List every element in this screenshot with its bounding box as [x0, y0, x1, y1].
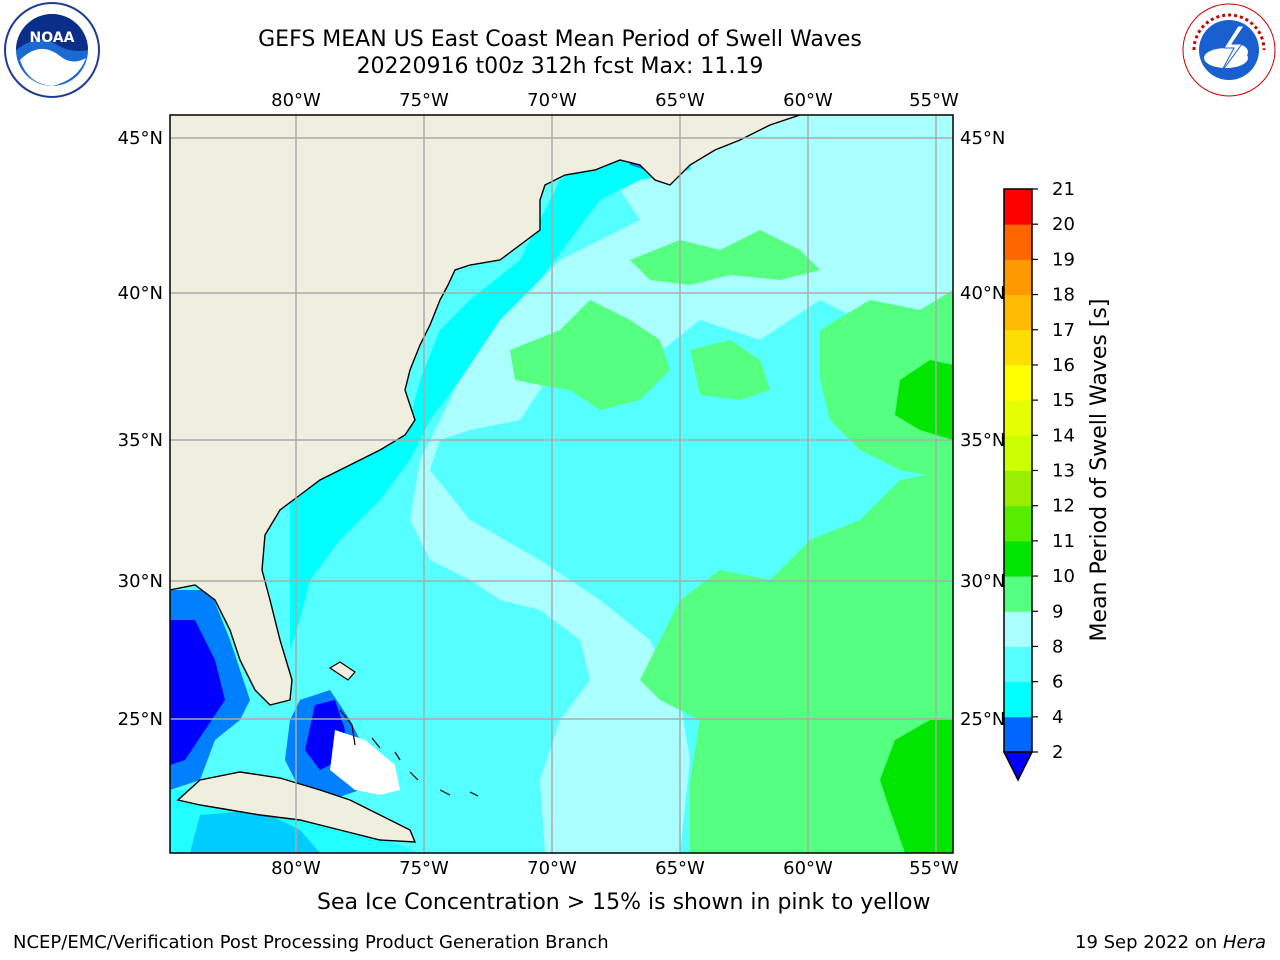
- swell-10-11-zone-east: [895, 360, 953, 440]
- colorbar-tick-label: 16: [1052, 355, 1075, 376]
- colorbar-band: [1004, 259, 1032, 296]
- lat-label-right: 35°N: [960, 430, 1005, 451]
- lon-label-top: 55°W: [909, 90, 959, 111]
- lon-label-top: 60°W: [783, 90, 833, 111]
- chart-title-line1: GEFS MEAN US East Coast Mean Period of S…: [258, 27, 862, 52]
- colorbar-band: [1004, 646, 1032, 683]
- lon-labels-bottom: 80°W 75°W 70°W 65°W 60°W 55°W: [271, 858, 959, 879]
- colorbar-tick-label: 10: [1052, 566, 1075, 587]
- colorbar-tick-label: 8: [1052, 636, 1063, 657]
- swell-9-10-zone-center: [690, 340, 770, 400]
- colorbar: 2 4 6 8 9 10 11 12 13 14 15 16 17 18 19 20 21: [1002, 179, 1075, 782]
- colorbar-label: Mean Period of Swell Waves [s]: [1087, 299, 1112, 642]
- swell-10-11-zone-se: [880, 720, 953, 853]
- lat-label-right: 45°N: [960, 128, 1005, 149]
- chart-title-line2: 20220916 t00z 312h fcst Max: 11.19: [356, 54, 764, 79]
- colorbar-tick-label: 9: [1052, 601, 1063, 622]
- colorbar-tick-label: 21: [1052, 179, 1075, 200]
- lon-label-bottom: 70°W: [527, 858, 577, 879]
- colorbar-band: [1004, 329, 1032, 366]
- colorbar-band: [1004, 470, 1032, 507]
- colorbar-band: [1004, 189, 1032, 225]
- lon-label-top: 65°W: [655, 90, 705, 111]
- colorbar-tick-label: 17: [1052, 320, 1075, 341]
- lat-label-right: 40°N: [960, 283, 1005, 304]
- colorbar-tick-label: 2: [1052, 742, 1063, 763]
- colorbar-tick-label: 13: [1052, 461, 1075, 482]
- lat-labels-right: 45°N 40°N 35°N 30°N 25°N: [960, 128, 1005, 730]
- footer-date-text: 19 Sep 2022 on: [1075, 932, 1223, 953]
- colorbar-band: [1004, 224, 1032, 260]
- colorbar-tick-label: 14: [1052, 425, 1075, 446]
- footer-host: Hera: [1222, 932, 1266, 953]
- lon-label-bottom: 65°W: [655, 858, 705, 879]
- lat-labels-left: 45°N 40°N 35°N 30°N 25°N: [118, 128, 163, 730]
- colorbar-band: [1004, 294, 1032, 331]
- lat-label-left: 35°N: [118, 430, 163, 451]
- lon-label-top: 80°W: [271, 90, 321, 111]
- lat-label-left: 30°N: [118, 571, 163, 592]
- map-field: [170, 115, 953, 853]
- lon-label-top: 75°W: [399, 90, 449, 111]
- footer-producer: NCEP/EMC/Verification Post Processing Pr…: [13, 932, 609, 953]
- lon-labels-top: 80°W 75°W 70°W 65°W 60°W 55°W: [271, 90, 959, 111]
- lat-label-right: 25°N: [960, 709, 1005, 730]
- swell-9-10-zone-se: [640, 470, 953, 853]
- coastline-north-america: [170, 115, 801, 706]
- colorbar-band: [1004, 716, 1032, 753]
- colorbar-tick-label: 20: [1052, 214, 1075, 235]
- lon-label-bottom: 75°W: [399, 858, 449, 879]
- colorbar-tick-label: 6: [1052, 672, 1063, 693]
- land-bahamas: [330, 662, 355, 680]
- lon-label-bottom: 55°W: [909, 858, 959, 879]
- colorbar-band: [1004, 400, 1032, 436]
- colorbar-band: [1004, 364, 1032, 401]
- colorbar-tick-label: 18: [1052, 285, 1075, 306]
- colorbar-tick-label: 11: [1052, 531, 1075, 552]
- land-north-america: [170, 115, 800, 705]
- lon-label-top: 70°W: [527, 90, 577, 111]
- lon-label-bottom: 60°W: [783, 858, 833, 879]
- swell-8-9-zone: [410, 115, 953, 853]
- colorbar-band: [1004, 505, 1032, 542]
- colorbar-band: [1004, 681, 1032, 718]
- swell-9-10-zone-ne: [820, 290, 953, 480]
- colorbar-band: [1004, 540, 1032, 577]
- footer-date: 19 Sep 2022 on Hera: [1075, 932, 1266, 953]
- coastline-cuba: [176, 771, 417, 843]
- noaa-logo: NOAA: [4, 2, 100, 98]
- colorbar-tick-label: 12: [1052, 496, 1075, 517]
- ice-mask-bahamas: [330, 730, 400, 795]
- colorbar-tick-label: 4: [1052, 707, 1063, 728]
- lat-label-left: 25°N: [118, 709, 163, 730]
- graticule: [170, 115, 953, 853]
- sea-ice-caption: Sea Ice Concentration > 15% is shown in …: [317, 890, 931, 915]
- colorbar-band: [1004, 435, 1032, 471]
- lat-label-left: 40°N: [118, 283, 163, 304]
- colorbar-band: [1004, 611, 1032, 647]
- swell-9-10-zone-mid: [510, 300, 670, 410]
- noaa-logo-text: NOAA: [30, 30, 75, 46]
- nws-logo: [1182, 3, 1276, 97]
- lon-label-bottom: 80°W: [271, 858, 321, 879]
- colorbar-tick-label: 15: [1052, 390, 1075, 411]
- map-frame: [169, 114, 954, 854]
- swell-9-10-zone-north: [630, 230, 820, 285]
- coastline-bahamas: [328, 661, 479, 797]
- swell-under-2-gulf: [170, 620, 225, 765]
- lat-label-left: 45°N: [118, 128, 163, 149]
- lat-label-right: 30°N: [960, 571, 1005, 592]
- colorbar-band: [1004, 576, 1032, 612]
- colorbar-tick-label: 19: [1052, 249, 1075, 270]
- colorbar-under-arrow: [1002, 751, 1034, 782]
